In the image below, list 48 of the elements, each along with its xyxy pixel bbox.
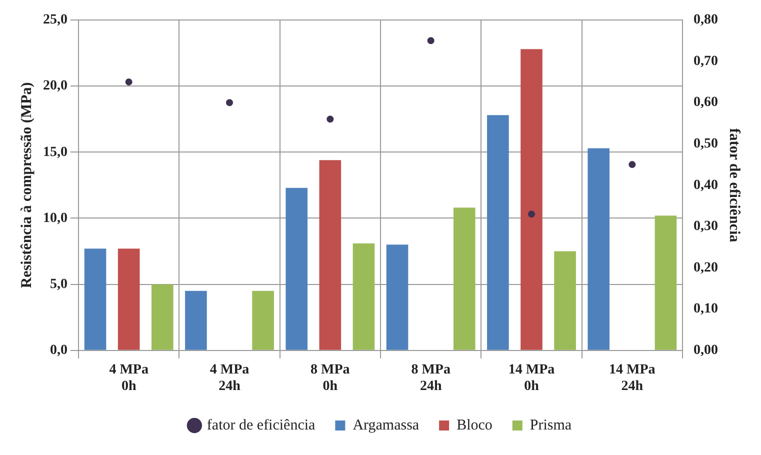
y2-axis-title: fator de eficiência [726, 128, 742, 243]
point [628, 161, 636, 168]
bar [286, 188, 308, 350]
bar [185, 290, 207, 350]
x-tick-label: 14 MPa 0h [508, 362, 555, 394]
x-tick-label: 4 MPa 0h [109, 362, 148, 394]
x-tick-label: 8 MPa 24h [411, 362, 450, 394]
y-tick-label: 20,0 [43, 78, 68, 94]
legend-label: Bloco [456, 417, 492, 434]
bar [520, 49, 542, 350]
bar [554, 251, 576, 350]
y-tick-label: 25,0 [43, 12, 68, 28]
point [427, 37, 434, 44]
y-tick-label: 10,0 [43, 210, 68, 226]
y2-tick-label: 0,50 [694, 136, 718, 152]
bar [151, 284, 174, 350]
point [226, 99, 233, 106]
y2-tick-label: 0,10 [694, 302, 718, 317]
y2-tick-label: 0,70 [694, 54, 718, 69]
bar [453, 208, 476, 350]
y-tick-label: 15,0 [43, 144, 68, 160]
bar [252, 290, 274, 350]
bar [118, 248, 140, 350]
x-tick-label: 4 MPa 24h [210, 362, 250, 394]
bar [654, 216, 677, 350]
bar [319, 160, 342, 350]
y-axis-title: Resistência à compressão (MPa) [18, 82, 35, 288]
bar [588, 148, 610, 350]
x-tick-label: 14 MPa 24h [609, 362, 656, 394]
bar [386, 244, 408, 350]
bar [352, 243, 375, 350]
y2-tick-label: 0,40 [694, 178, 718, 193]
legend-label: Prisma [530, 417, 572, 434]
y-tick-label: 5,0 [50, 276, 68, 292]
y2-tick-label: 0,60 [694, 95, 718, 110]
legend-label: Argamassa [352, 417, 420, 434]
point [326, 116, 334, 123]
bar [84, 248, 106, 350]
y-tick-label: 0,0 [50, 343, 68, 358]
y2-tick-label: 0,20 [694, 260, 718, 276]
y2-tick-label: 0,80 [694, 12, 718, 28]
y2-tick-label: 0,30 [694, 219, 718, 234]
legend-label: fator de eficiência [206, 417, 316, 434]
y2-tick-label: 0,00 [694, 343, 718, 358]
point [528, 210, 535, 218]
x-tick-label: 8 MPa 0h [310, 362, 350, 394]
point [125, 78, 132, 86]
bar [487, 115, 509, 350]
